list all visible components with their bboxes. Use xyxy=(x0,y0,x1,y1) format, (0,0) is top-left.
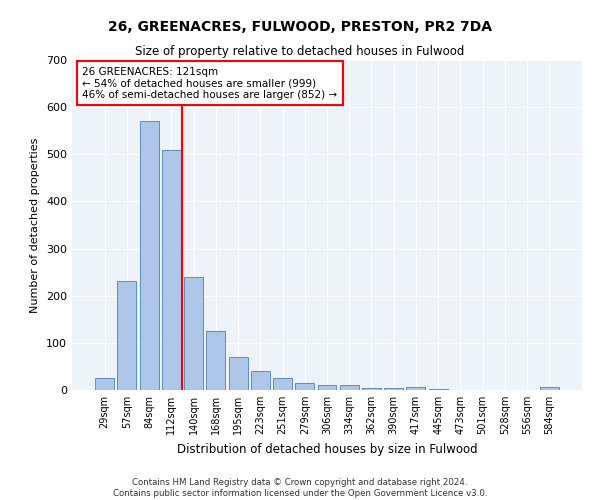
Bar xyxy=(540,387,559,390)
Bar xyxy=(206,331,225,390)
Bar xyxy=(317,385,337,390)
Bar xyxy=(362,388,381,390)
Text: 26, GREENACRES, FULWOOD, PRESTON, PR2 7DA: 26, GREENACRES, FULWOOD, PRESTON, PR2 7D… xyxy=(108,20,492,34)
Bar xyxy=(118,280,136,390)
Bar xyxy=(429,389,448,390)
Bar xyxy=(95,378,114,390)
Bar xyxy=(273,378,292,390)
Bar xyxy=(229,357,248,390)
Bar xyxy=(251,371,270,390)
Bar xyxy=(406,386,425,390)
Bar xyxy=(340,385,359,390)
Text: Contains HM Land Registry data © Crown copyright and database right 2024.
Contai: Contains HM Land Registry data © Crown c… xyxy=(113,478,487,498)
Bar xyxy=(162,150,181,390)
Text: 26 GREENACRES: 121sqm
← 54% of detached houses are smaller (999)
46% of semi-det: 26 GREENACRES: 121sqm ← 54% of detached … xyxy=(82,66,337,100)
Bar xyxy=(295,384,314,390)
Y-axis label: Number of detached properties: Number of detached properties xyxy=(31,138,40,312)
Text: Size of property relative to detached houses in Fulwood: Size of property relative to detached ho… xyxy=(136,45,464,58)
Bar xyxy=(384,388,403,390)
X-axis label: Distribution of detached houses by size in Fulwood: Distribution of detached houses by size … xyxy=(176,442,478,456)
Bar xyxy=(184,277,203,390)
Bar xyxy=(140,122,158,390)
